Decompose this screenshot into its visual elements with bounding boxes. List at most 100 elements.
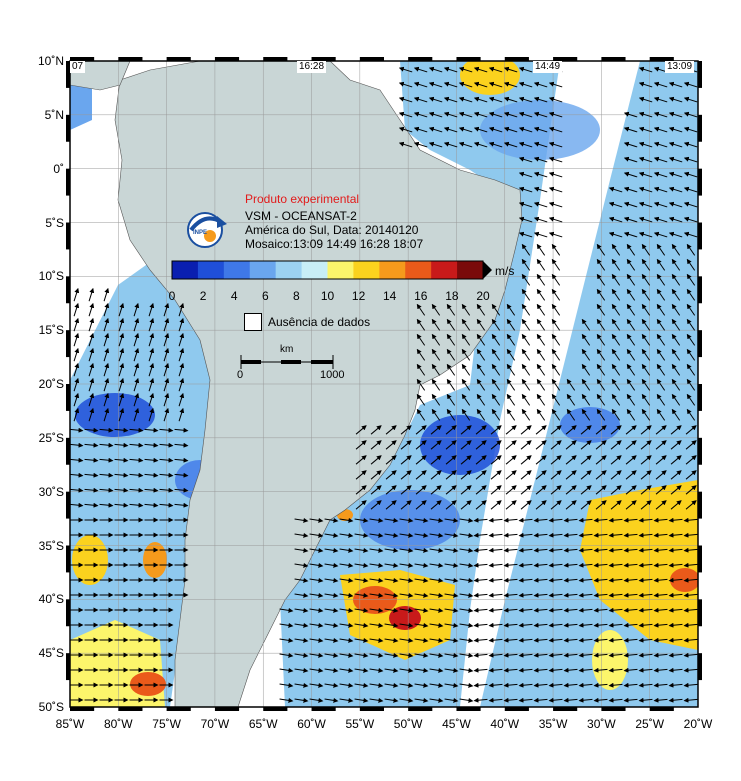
wind-vector [595,485,607,495]
wind-vector [548,141,563,148]
wind-vector [593,547,608,553]
colorbar-segment [431,261,458,279]
wind-vector [518,81,533,88]
wind-vector [536,303,546,316]
wind-vector [640,440,652,450]
wind-vector [653,141,668,148]
wind-vector [503,141,518,148]
product-title: VSM - OCEANSAT-2 [245,209,357,223]
wind-vector [129,487,144,493]
wind-vector [73,302,80,317]
colorbar-segment [353,261,380,279]
wind-vector [399,697,414,703]
wind-patch [143,542,167,578]
wind-vector [626,273,636,286]
wind-vector [536,273,546,286]
wind-vector [503,682,518,688]
wind-vector [610,425,622,435]
wind-vector [459,667,474,673]
wind-vector [596,288,606,301]
mosaic-times: Mosaico:13:09 14:49 16:28 18:07 [245,237,424,251]
wind-vector [446,318,456,331]
wind-vector [518,532,533,538]
wind-vector [533,592,548,598]
wind-vector [114,472,129,478]
wind-vector [384,622,399,628]
frame-tick [698,168,702,196]
wind-vector [446,333,456,346]
wind-vector [655,500,667,510]
wind-vector [686,243,696,256]
frame-tick [504,57,529,61]
wind-vector [638,141,653,148]
wind-vector [518,562,533,568]
wind-vector [595,440,607,450]
wind-vector [339,592,354,598]
wind-vector [683,697,698,703]
wind-vector [355,455,367,465]
wind-vector [430,455,442,465]
wind-vector [355,425,367,435]
lon-tick-label: 20˚W [683,717,713,731]
wind-vector [580,440,592,450]
wind-vector [581,333,591,346]
wind-vector [459,592,474,598]
wind-vector [505,425,517,435]
lat-tick-label: 5˚S [45,215,64,230]
wind-vector [640,455,652,465]
wind-vector [99,442,114,448]
lat-tick-label: 30˚S [38,484,64,499]
wind-vector [670,440,682,450]
lat-tick-label: 0˚ [53,161,64,176]
wind-vector [309,637,324,643]
wind-vector [533,111,548,118]
wind-vector [339,517,354,523]
wind-vector [565,425,577,435]
wind-vector [518,682,533,688]
wind-vector [596,258,606,271]
wind-vector [623,532,638,538]
wind-vector [653,562,668,568]
wind-vector [611,333,621,346]
wind-vector [593,682,608,688]
wind-vector [444,622,459,628]
wind-vector [460,485,472,495]
wind-vector [473,141,488,148]
wind-vector [611,288,621,301]
wind-vector [506,348,516,361]
wind-vector [683,111,698,118]
wind-vector [535,425,547,435]
wind-vector [626,318,636,331]
wind-vector [623,141,638,148]
wind-vector [506,303,516,316]
wind-vector [668,622,683,628]
wind-vector [385,440,397,450]
wind-vector [443,81,458,88]
wind-vector [653,592,668,598]
wind-vector [473,697,488,703]
wind-vector [535,440,547,450]
wind-vector [431,378,441,391]
wind-vector [73,347,80,362]
frame-tick [698,653,702,681]
wind-vector [461,363,471,376]
wind-vector [653,81,668,88]
wind-vector [638,547,653,553]
wind-vector [608,547,623,553]
wind-vector [294,577,309,583]
wind-vector [354,697,369,703]
wind-vector [309,592,324,598]
wind-vector [521,303,531,316]
wind-vector [641,318,651,331]
wind-vector [148,377,155,392]
wind-vector [431,408,441,421]
wind-vector [550,455,562,465]
wind-vector [354,547,369,553]
wind-vector [491,333,501,346]
wind-vector [506,363,516,376]
wind-vector [683,186,698,193]
wind-vector [548,637,563,643]
wind-vector [548,216,563,223]
wind-vector [414,637,429,643]
wind-vector [163,362,170,377]
